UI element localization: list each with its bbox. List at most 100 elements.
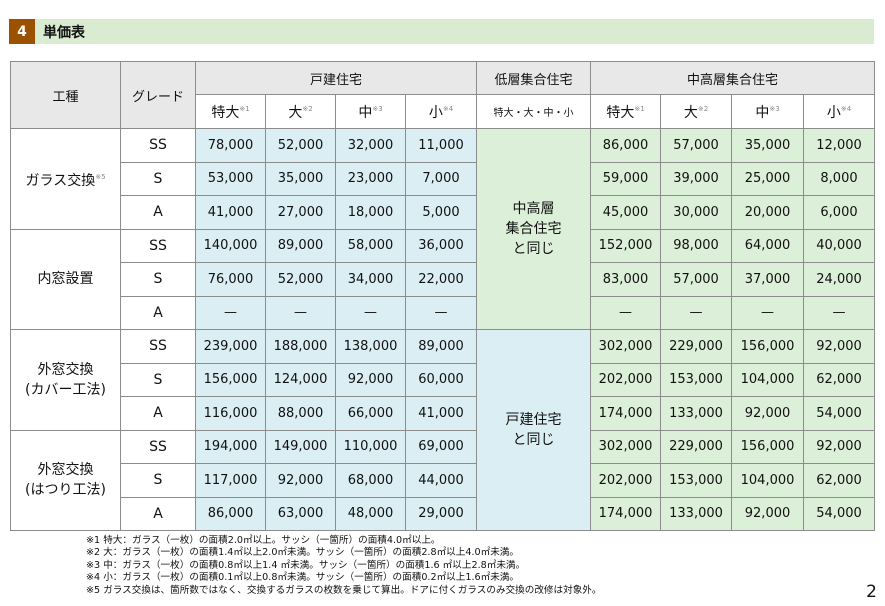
- highrise-price-cell: 35,000: [731, 128, 805, 163]
- detached-price-cell: —: [335, 295, 406, 330]
- detached-price-cell: 22,000: [404, 262, 478, 297]
- table-row: 外窓交換 (カバー工法) SS 239,000 188,000 138,000 89,00…: [10, 329, 876, 531]
- detached-price-cell: 36,000: [404, 228, 478, 263]
- footnote: ※2 大：ガラス（一枚）の面積1.4㎡以上2.0㎡未満。サッシ（一箇所）の面積2…: [86, 547, 519, 559]
- highrise-price-cell: 104,000: [731, 463, 805, 498]
- highrise-price-cell: 8,000: [803, 161, 876, 196]
- header-lowrise-sizes: 特大・大・中・小: [476, 94, 592, 129]
- detached-price-cell: 138,000: [335, 329, 406, 364]
- highrise-price-cell: 302,000: [590, 429, 662, 464]
- header-detached-size-note: ※2: [302, 104, 313, 113]
- detached-price-cell: 58,000: [335, 228, 406, 263]
- footnote: ※3 中：ガラス（一枚）の面積0.8㎡以上1.4 ㎡未満。サッシ（一箇所）の面積…: [86, 559, 526, 571]
- highrise-price-cell: —: [803, 295, 876, 330]
- highrise-price-cell: 92,000: [731, 496, 805, 531]
- detached-price-cell: 44,000: [404, 463, 478, 498]
- table-row: A 41,000 27,000 18,000 5,000 45,000 30,000 20,0…: [11, 195, 876, 230]
- header-grade: グレード: [120, 61, 196, 129]
- highrise-price-cell: 202,000: [590, 362, 662, 397]
- header-lowrise: 低層集合住宅: [476, 61, 592, 95]
- grade-cell: SS: [120, 228, 196, 263]
- header-highrise-size: 中※3: [731, 94, 805, 129]
- highrise-price-cell: 62,000: [803, 362, 876, 397]
- grade-cell: A: [120, 295, 196, 330]
- section-title: 単価表: [43, 24, 85, 41]
- detached-price-cell: 78,000: [195, 128, 266, 163]
- highrise-price-cell: —: [660, 295, 733, 330]
- detached-price-cell: —: [265, 295, 336, 330]
- header-highrise: 中高層集合住宅: [590, 61, 876, 95]
- unit-price-table: 工種 グレード 戸建住宅 低層集合住宅 中高層集合住宅 特大※1 大※2 中※3 小※…: [10, 61, 876, 531]
- table-row: S 117,000 92,000 68,000 44,000 202,000 153,000…: [11, 463, 876, 498]
- detached-price-cell: 23,000: [335, 161, 406, 196]
- footnote: ※4 小：ガラス（一枚）の面積0.1㎡以上0.8㎡未満。サッシ（一箇所）の面積0…: [86, 572, 519, 584]
- header-highrise-size-note: ※3: [769, 104, 780, 113]
- header-highrise-size-note: ※2: [697, 104, 709, 113]
- header-work: 工種: [10, 61, 121, 129]
- highrise-price-cell: 57,000: [660, 262, 733, 297]
- highrise-price-cell: 133,000: [660, 496, 733, 531]
- table-row: A 116,000 88,000 66,000 41,000 174,000 133,000…: [11, 396, 876, 431]
- highrise-price-cell: —: [731, 295, 805, 330]
- highrise-price-cell: 98,000: [660, 228, 733, 263]
- highrise-price-cell: 156,000: [731, 329, 805, 364]
- page-number: 2: [866, 582, 877, 602]
- grade-cell: SS: [120, 128, 196, 163]
- detached-price-cell: 116,000: [195, 396, 266, 431]
- table-row: A — — — — — — — —: [11, 295, 876, 330]
- highrise-price-cell: 229,000: [660, 329, 733, 364]
- highrise-price-cell: 153,000: [660, 463, 733, 498]
- highrise-price-cell: 40,000: [803, 228, 876, 263]
- header-detached-size-note: ※4: [442, 104, 454, 113]
- detached-price-cell: 68,000: [335, 463, 406, 498]
- highrise-price-cell: 92,000: [803, 329, 876, 364]
- detached-price-cell: 239,000: [195, 329, 266, 364]
- detached-price-cell: 5,000: [404, 195, 478, 230]
- detached-price-cell: 89,000: [404, 329, 478, 364]
- header-detached-size: 中※3: [335, 94, 406, 129]
- header-detached: 戸建住宅: [194, 61, 478, 95]
- grade-cell: A: [120, 396, 196, 431]
- work-type-cell: 外窓交換 (はつり工法): [10, 429, 121, 531]
- detached-price-cell: —: [404, 295, 478, 330]
- header-detached-size-note: ※3: [372, 104, 383, 113]
- lowrise-note-cell: 中高層 集合住宅 と同じ: [476, 128, 592, 330]
- highrise-price-cell: 152,000: [590, 228, 662, 263]
- detached-price-cell: 48,000: [335, 496, 406, 531]
- highrise-price-cell: 24,000: [803, 262, 876, 297]
- highrise-price-cell: 174,000: [590, 396, 662, 431]
- detached-price-cell: 34,000: [335, 262, 406, 297]
- detached-price-cell: 149,000: [265, 429, 336, 464]
- table-row: S 53,000 35,000 23,000 7,000 59,000 39,000 25,0…: [11, 161, 876, 196]
- highrise-price-cell: 12,000: [803, 128, 876, 163]
- header-detached-size: 大※2: [265, 94, 336, 129]
- highrise-price-cell: 202,000: [590, 463, 662, 498]
- detached-price-cell: 29,000: [404, 496, 478, 531]
- detached-price-cell: 52,000: [265, 128, 336, 163]
- lowrise-note-cell: 戸建住宅 と同じ: [476, 329, 592, 531]
- highrise-price-cell: 25,000: [731, 161, 805, 196]
- header-detached-size: 特大※1: [195, 94, 266, 129]
- detached-price-cell: 35,000: [265, 161, 336, 196]
- header-detached-size-note: ※1: [239, 104, 250, 113]
- highrise-price-cell: 104,000: [731, 362, 805, 397]
- highrise-price-cell: 59,000: [590, 161, 662, 196]
- detached-price-cell: 88,000: [265, 396, 336, 431]
- section-number: 4: [9, 19, 35, 44]
- section-header: 4 単価表: [9, 19, 874, 44]
- detached-price-cell: 27,000: [265, 195, 336, 230]
- highrise-price-cell: 30,000: [660, 195, 733, 230]
- grade-cell: S: [120, 262, 196, 297]
- detached-price-cell: 188,000: [265, 329, 336, 364]
- detached-price-cell: 89,000: [265, 228, 336, 263]
- highrise-price-cell: 20,000: [731, 195, 805, 230]
- detached-price-cell: 11,000: [404, 128, 478, 163]
- highrise-price-cell: 57,000: [660, 128, 733, 163]
- detached-price-cell: 53,000: [195, 161, 266, 196]
- detached-price-cell: 18,000: [335, 195, 406, 230]
- highrise-price-cell: 37,000: [731, 262, 805, 297]
- highrise-price-cell: 86,000: [590, 128, 662, 163]
- grade-cell: A: [120, 195, 196, 230]
- grade-cell: SS: [120, 329, 196, 364]
- detached-price-cell: 117,000: [195, 463, 266, 498]
